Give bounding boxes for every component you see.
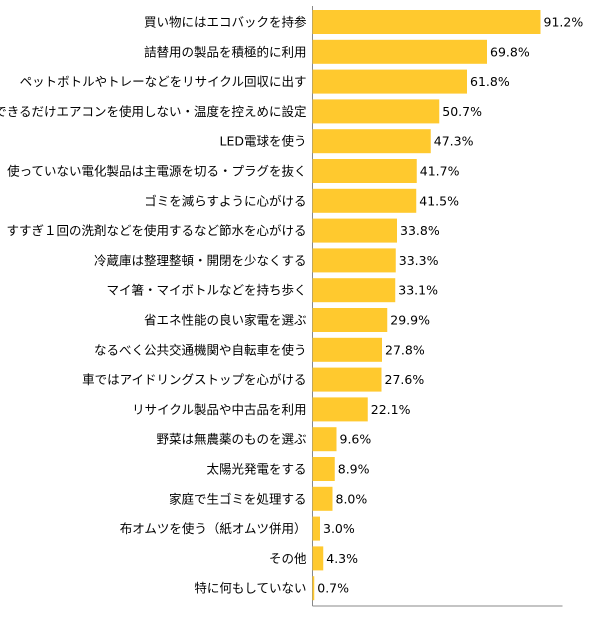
bar <box>312 10 541 34</box>
bar <box>312 576 315 601</box>
category-label: ペットボトルやトレーなどをリサイクル回収に出す <box>20 74 307 89</box>
value-label: 61.8% <box>470 74 510 89</box>
value-label: 4.3% <box>326 551 358 566</box>
bar <box>312 367 382 392</box>
category-label: リサイクル製品や中古品を利用 <box>132 402 306 417</box>
value-label: 9.6% <box>340 432 372 447</box>
value-label: 27.6% <box>385 372 425 387</box>
value-label: 8.9% <box>338 462 370 477</box>
bar <box>312 397 368 422</box>
bar <box>312 99 440 124</box>
value-label: 22.1% <box>371 402 411 417</box>
value-label: 91.2% <box>544 15 584 30</box>
category-label: 車ではアイドリングストップを心がける <box>82 372 306 387</box>
value-label: 47.3% <box>434 134 474 149</box>
category-label: すすぎ１回の洗剤などを使用するなど節水を心がける <box>6 223 306 238</box>
bar <box>312 546 324 571</box>
value-label: 41.5% <box>419 193 459 208</box>
value-label: 0.7% <box>317 581 349 596</box>
category-label: マイ箸・マイボトルなどを持ち歩く <box>106 283 306 298</box>
category-label: 太陽光発電をする <box>206 462 306 477</box>
bar <box>312 278 396 303</box>
category-label: 冷蔵庫は整理整頓・開閉を少なくする <box>94 253 307 268</box>
bar <box>312 427 337 452</box>
category-label: 家庭で生ゴミを処理する <box>169 491 307 506</box>
category-label: なるべく公共交通機関や自転車を使う <box>94 342 307 357</box>
value-label: 33.3% <box>399 253 439 268</box>
category-label: 詰替用の製品を積極的に利用 <box>144 44 307 59</box>
value-label: 50.7% <box>442 104 482 119</box>
bar <box>312 188 417 213</box>
category-label: LED電球を使う <box>220 134 307 149</box>
category-label: その他 <box>269 551 307 566</box>
category-label: 野菜は無農薬のものを選ぶ <box>156 432 306 447</box>
value-label: 3.0% <box>323 521 355 536</box>
bar <box>312 337 382 362</box>
category-label: 省エネ性能の良い家電を選ぶ <box>144 313 307 328</box>
bar <box>312 129 431 154</box>
bar <box>312 69 467 94</box>
bar <box>312 516 320 541</box>
bar <box>312 457 335 481</box>
bar <box>312 308 388 332</box>
bar <box>312 159 417 183</box>
bar <box>312 218 397 243</box>
category-label: 買い物にはエコバックを持参 <box>144 15 307 30</box>
category-label: 特に何もしていない <box>194 581 306 596</box>
value-label: 41.7% <box>420 164 460 179</box>
value-label: 69.8% <box>490 44 530 59</box>
value-label: 33.8% <box>400 223 440 238</box>
value-label: 33.1% <box>398 283 438 298</box>
category-label: 布オムツを使う（紙オムツ併用） <box>120 521 307 536</box>
value-label: 8.0% <box>336 491 368 506</box>
category-label: 使っていない電化製品は主電源を切る・プラグを抜く <box>7 164 306 179</box>
category-label: ゴミを減らすように心がける <box>144 193 306 208</box>
bar <box>312 486 333 511</box>
bar <box>312 39 487 64</box>
value-label: 29.9% <box>390 313 430 328</box>
category-label: できるだけエアコンを使用しない・温度を控えめに設定 <box>0 104 307 119</box>
bar <box>312 248 396 273</box>
value-label: 27.8% <box>385 342 425 357</box>
